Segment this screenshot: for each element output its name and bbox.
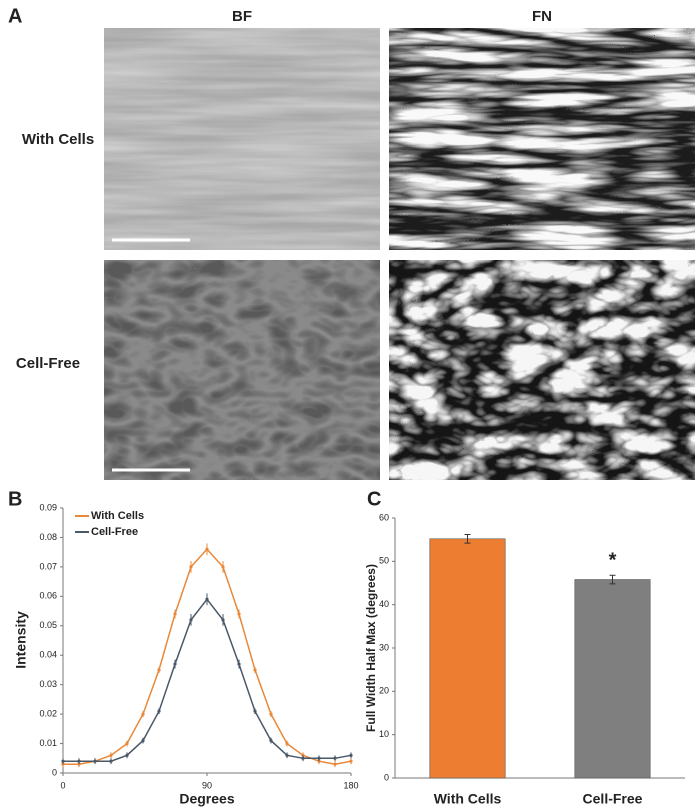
annotation: * <box>609 549 617 571</box>
row-label: With Cells <box>22 131 94 148</box>
y-tick-label: 40 <box>379 599 389 609</box>
y-tick-label: 60 <box>379 512 389 522</box>
y-tick-label: 0.07 <box>39 561 57 571</box>
micrograph <box>389 260 695 480</box>
panel-label: B <box>8 488 22 510</box>
y-axis-label: Intensity <box>13 611 29 669</box>
bar <box>429 538 506 779</box>
x-tick-label: With Cells <box>434 791 502 807</box>
micrograph <box>104 28 380 250</box>
y-tick-label: 0.04 <box>39 650 57 660</box>
legend-label: With Cells <box>91 510 144 522</box>
x-tick-label: 0 <box>60 780 65 790</box>
row-label: Cell-Free <box>16 355 80 372</box>
series-line <box>63 598 352 762</box>
micrograph <box>104 260 380 480</box>
y-tick-label: 0.02 <box>39 708 57 718</box>
column-label: FN <box>532 8 552 25</box>
x-axis-label: Degrees <box>179 791 234 807</box>
y-tick-label: 0.09 <box>39 502 57 512</box>
x-tick-label: 180 <box>343 780 358 790</box>
y-tick-label: 0.06 <box>39 591 57 601</box>
y-tick-label: 0.03 <box>39 679 57 689</box>
panel-label: A <box>8 5 22 27</box>
panel-label: C <box>367 488 381 510</box>
y-tick-label: 30 <box>379 642 389 652</box>
x-tick-label: 90 <box>202 780 212 790</box>
y-tick-label: 0 <box>384 772 389 782</box>
y-tick-label: 50 <box>379 556 389 566</box>
y-tick-label: 20 <box>379 686 389 696</box>
micrograph <box>389 28 695 250</box>
bar <box>574 579 651 779</box>
error-bar <box>464 533 471 544</box>
y-tick-label: 0.01 <box>39 738 57 748</box>
y-tick-label: 0.05 <box>39 620 57 630</box>
error-bar <box>609 574 616 585</box>
y-tick-label: 0 <box>52 767 57 777</box>
y-tick-label: 0.08 <box>39 532 57 542</box>
column-label: BF <box>232 8 252 25</box>
legend-label: Cell-Free <box>91 526 138 538</box>
y-tick-label: 10 <box>379 729 389 739</box>
x-tick-label: Cell-Free <box>583 791 643 807</box>
y-axis-label: Full Width Half Max (degrees) <box>364 564 378 732</box>
series-line <box>63 548 352 765</box>
